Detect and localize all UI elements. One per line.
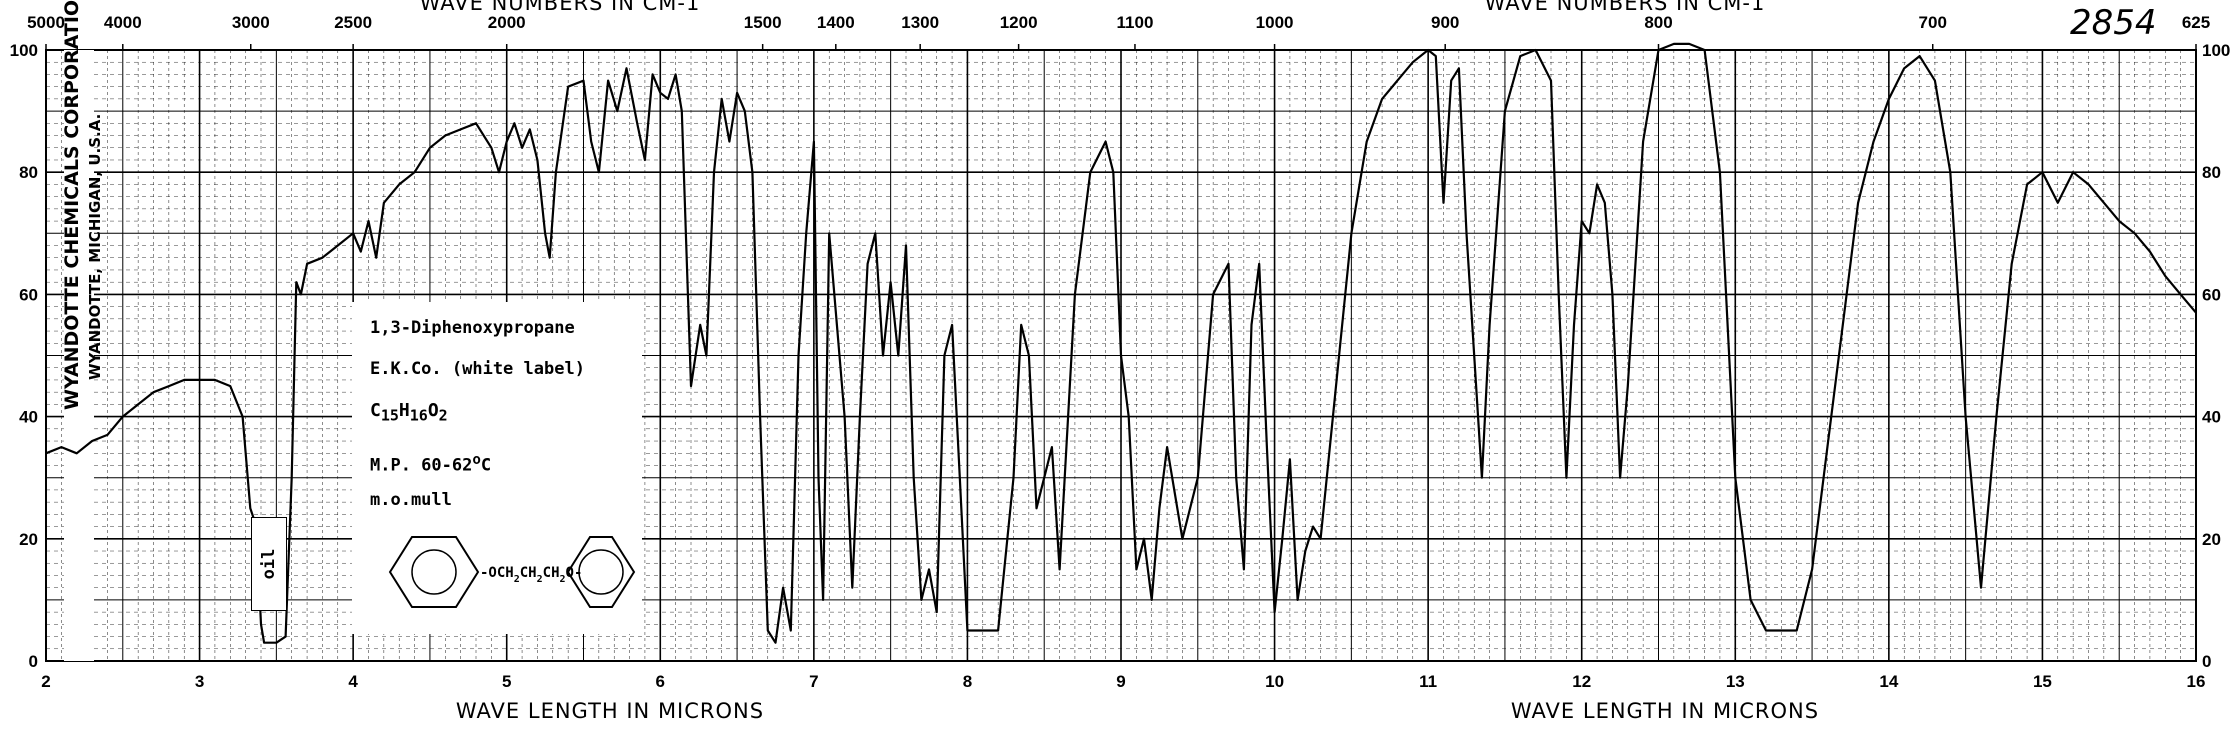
top-tick-label: 700 xyxy=(1919,13,1947,32)
top-tick-label: 1400 xyxy=(817,13,855,32)
structure-diagram: -OCH2CH2CH2O- xyxy=(388,536,636,608)
y-tick-label-right: 0 xyxy=(2202,652,2211,671)
top-tick-label: 2000 xyxy=(488,13,526,32)
x-tick-label: 10 xyxy=(1265,672,1284,691)
y-tick-label-left: 0 xyxy=(29,652,38,671)
sample-number: 2854 xyxy=(2070,3,2157,43)
y-tick-label-right: 100 xyxy=(2202,41,2230,60)
publisher-location: WYANDOTTE, MICHIGAN, U.S.A. xyxy=(86,114,104,380)
x-tick-label: 4 xyxy=(348,672,358,691)
top-tick-label: 5000 xyxy=(27,13,65,32)
compound-name: 1,3-Diphenoxypropane xyxy=(370,318,575,338)
oil-note: oil xyxy=(259,548,279,580)
spectrum-series xyxy=(45,42,2197,644)
benzene-ring-right-circle xyxy=(578,549,624,595)
grid xyxy=(45,49,2197,662)
y-tick-label-right: 60 xyxy=(2202,285,2221,304)
publisher-strip: WYANDOTTE CHEMICALS CORPORATION WYANDOTT… xyxy=(61,0,104,410)
x-tick-label: 5 xyxy=(502,672,511,691)
top-tick-label: 1100 xyxy=(1117,13,1154,32)
y-tick-label-right: 40 xyxy=(2202,408,2221,427)
y-tick-label-right: 20 xyxy=(2202,530,2221,549)
benzene-ring-right-icon xyxy=(566,536,636,608)
x-tick-label: 6 xyxy=(656,672,665,691)
x-tick-label: 8 xyxy=(963,672,972,691)
plot-border xyxy=(45,49,2197,662)
x-axis-title: WAVE LENGTH IN MICRONS xyxy=(456,699,764,723)
publisher-band xyxy=(64,50,94,661)
x-tick-label: 13 xyxy=(1726,672,1745,691)
y-tick-label-left: 20 xyxy=(19,530,38,549)
x-tick-label: 9 xyxy=(1116,672,1125,691)
structure-chain: -OCH2CH2CH2O- xyxy=(480,565,582,585)
benzene-ring-left-circle xyxy=(411,549,457,595)
spectrum-trace xyxy=(45,42,2197,644)
top-tick-label: 900 xyxy=(1431,13,1459,32)
publisher-name: WYANDOTTE CHEMICALS CORPORATION xyxy=(61,0,83,410)
benzene-ring-left-icon xyxy=(388,536,480,608)
top-tick-label: 3000 xyxy=(232,13,270,32)
x-tick-label: 12 xyxy=(1572,672,1591,691)
x-tick-label: 7 xyxy=(809,672,818,691)
oil-note-box: oil xyxy=(251,517,287,611)
top-tick-label: 800 xyxy=(1644,13,1672,32)
sample-medium: m.o.mull xyxy=(370,490,452,510)
x-tick-label: 2 xyxy=(41,672,50,691)
melting-point: M.P. 60-62oC xyxy=(370,452,492,476)
x-axis-title-right: WAVE LENGTH IN MICRONS xyxy=(1511,699,1819,723)
x-tick-label: 14 xyxy=(1879,672,1898,691)
y-tick-label-left: 40 xyxy=(19,408,38,427)
x-tick-label: 16 xyxy=(2187,672,2206,691)
molecular-formula: C15H16O2 xyxy=(370,400,448,425)
y-tick-label-left: 80 xyxy=(19,163,38,182)
sample-label-card: 1,3-Diphenoxypropane E.K.Co. (white labe… xyxy=(352,302,642,634)
top-tick-label: 4000 xyxy=(104,13,142,32)
x-tick-labels: 2 3 4 5 6 7 8 9 10 11 12 13 14 15 16 xyxy=(41,672,2205,691)
x-tick-label: 3 xyxy=(195,672,204,691)
top-tick-label: 625 xyxy=(2182,13,2210,32)
compound-source: E.K.Co. (white label) xyxy=(370,359,585,379)
top-tick-label: 1300 xyxy=(901,13,939,32)
top-axis-title: WAVE NUMBERS IN CM-1 xyxy=(420,0,701,15)
top-tick-label: 1200 xyxy=(1000,13,1038,32)
top-axis-title-right: WAVE NUMBERS IN CM-1 xyxy=(1485,0,1766,15)
y-tick-label-left: 100 xyxy=(10,41,38,60)
y-tick-label-right: 80 xyxy=(2202,163,2221,182)
x-tick-label: 15 xyxy=(2033,672,2052,691)
y-tick-labels: 0 20 40 60 80 100 0 20 40 60 80 100 xyxy=(10,41,2231,671)
top-tick-label: 2500 xyxy=(334,13,372,32)
plot-frame xyxy=(45,49,2197,662)
y-tick-label-left: 60 xyxy=(19,285,38,304)
top-tick-label: 1000 xyxy=(1256,13,1294,32)
top-tick-labels: 5000 4000 3000 2500 2000 1500 1400 1300 1200 1100… xyxy=(27,13,2210,50)
x-tick-label: 11 xyxy=(1419,672,1437,691)
top-tick-label: 1500 xyxy=(744,13,782,32)
